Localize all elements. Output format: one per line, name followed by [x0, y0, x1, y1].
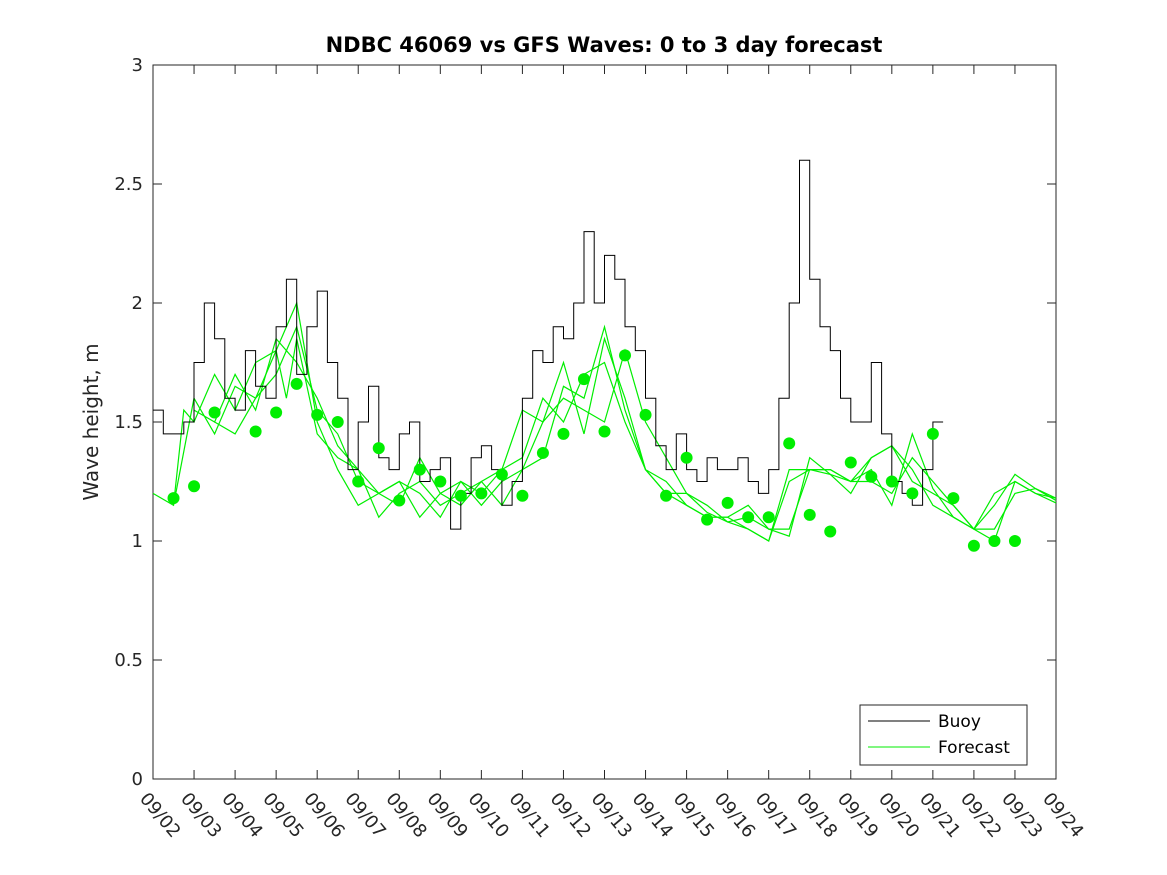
forecast-point: [824, 525, 837, 538]
forecast-point: [721, 496, 734, 509]
forecast-point: [393, 494, 406, 507]
forecast-point: [577, 373, 590, 386]
forecast-point: [926, 427, 939, 440]
y-axis: 0 0.5 1 1.5 2 2.5 3: [114, 55, 1056, 790]
forecast-point: [352, 475, 365, 488]
forecast-point: [372, 442, 385, 455]
legend-box: [859, 704, 1028, 766]
forecast-point: [742, 511, 755, 524]
y-tick-label: 3: [132, 55, 143, 76]
forecast-point: [885, 475, 898, 488]
forecast-point: [516, 489, 529, 502]
forecast-point: [947, 492, 960, 505]
forecast-point: [906, 487, 919, 500]
y-axis-label: Wave height, m: [79, 343, 103, 500]
forecast-point: [270, 406, 283, 419]
forecast-point: [619, 349, 632, 362]
forecast-point: [598, 425, 611, 438]
forecast-point: [495, 468, 508, 481]
legend-buoy-label: Buoy: [938, 712, 981, 732]
forecast-point: [803, 508, 816, 521]
forecast-point: [639, 408, 652, 421]
chart-title: NDBC 46069 vs GFS Waves: 0 to 3 day fore…: [326, 33, 883, 57]
buoy-line: [153, 159, 944, 530]
forecast-point: [967, 539, 980, 552]
forecast-point: [557, 427, 570, 440]
y-tick-label: 0.5: [114, 650, 143, 671]
forecast-point: [762, 511, 775, 524]
forecast-point: [290, 377, 303, 390]
y-tick-label: 2.5: [114, 174, 143, 195]
forecast-point: [188, 480, 201, 493]
forecast-point: [331, 416, 344, 428]
y-tick-label: 2: [132, 293, 143, 314]
forecast-point: [680, 451, 693, 464]
forecast-point: [311, 408, 324, 421]
forecast-point: [413, 463, 426, 476]
forecast-point: [783, 437, 796, 450]
legend-forecast-label: Forecast: [938, 738, 1010, 758]
forecast-point: [660, 489, 673, 502]
forecast-point: [475, 487, 488, 500]
y-tick-label: 0: [132, 769, 143, 790]
y-tick-label: 1: [132, 531, 143, 552]
forecast-point: [701, 513, 714, 526]
series-layer: [152, 159, 1057, 552]
legend: Buoy Forecast: [859, 704, 1028, 766]
forecast-point: [865, 470, 878, 483]
forecast-point: [434, 475, 447, 488]
forecast-point: [1008, 535, 1021, 547]
forecast-point: [208, 406, 221, 419]
forecast-line: [214, 300, 1057, 542]
forecast-point: [167, 492, 180, 505]
y-tick-label: 1.5: [114, 412, 143, 433]
forecast-point: [454, 489, 467, 502]
forecast-line: [193, 324, 1057, 542]
forecast-point: [988, 535, 1001, 547]
forecast-point: [844, 456, 857, 469]
forecast-point: [536, 446, 549, 459]
forecast-point: [249, 425, 262, 438]
